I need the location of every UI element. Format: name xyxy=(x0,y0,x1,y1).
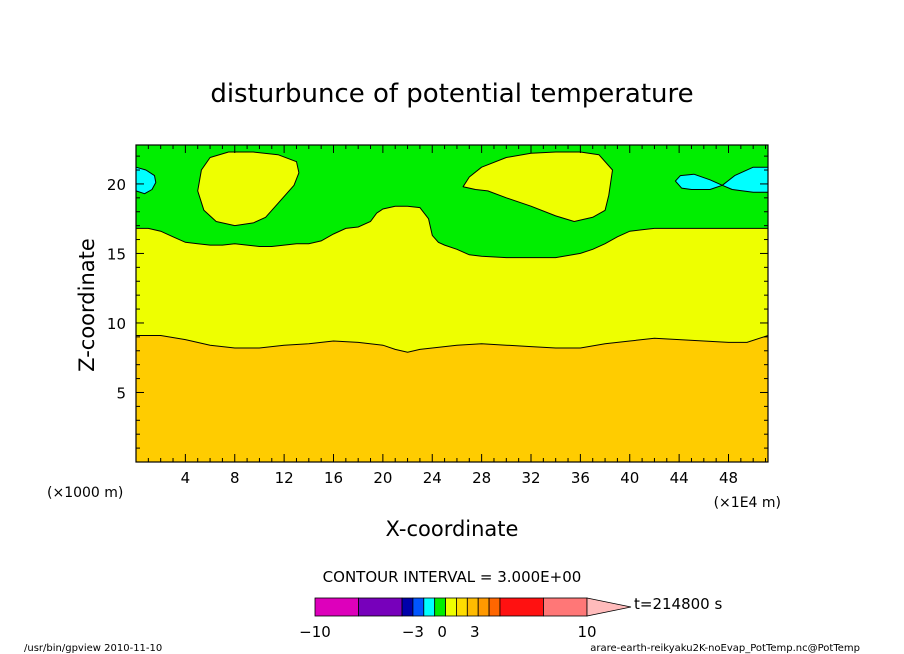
plot-area xyxy=(135,144,769,463)
y-tick-label: 10 xyxy=(107,315,126,333)
x-tick-label: 20 xyxy=(373,469,392,487)
footer-left: /usr/bin/gpview 2010-11-10 xyxy=(24,643,162,654)
contour-interval-label: CONTOUR INTERVAL = 3.000E+00 xyxy=(323,568,582,586)
contour-line-upper xyxy=(136,205,768,259)
colorbar-segment xyxy=(445,597,457,617)
contour-line-lower xyxy=(136,335,769,353)
y-tick-labels: 5 10 15 20 xyxy=(107,176,126,403)
colorbar xyxy=(314,597,632,617)
chart-title: disturbunce of potential temperature xyxy=(210,79,693,109)
x-tick-label: 8 xyxy=(230,469,240,487)
y-axis-label: Z-coordinate xyxy=(75,238,99,372)
x-tick-label: 4 xyxy=(181,469,191,487)
colorbar-tick-label: 10 xyxy=(577,623,596,641)
footer-right: arare-earth-reikyaku2K-noEvap_PotTemp.nc… xyxy=(590,643,860,654)
x-tick-label: 12 xyxy=(275,469,294,487)
colorbar-segment xyxy=(456,597,468,617)
x-tick-label: 16 xyxy=(324,469,343,487)
colorbar-tick-label: 3 xyxy=(470,623,480,641)
x-unit-left: (×1000 m) xyxy=(47,485,123,501)
colorbar-tick-label: 0 xyxy=(437,623,447,641)
yellow-cell-2 xyxy=(462,151,613,222)
colorbar-segment xyxy=(499,597,544,617)
colorbar-segment xyxy=(314,597,359,617)
x-tick-label: 24 xyxy=(423,469,442,487)
x-unit-right: (×1E4 m) xyxy=(714,495,781,511)
colorbar-segment xyxy=(423,597,436,617)
colorbar-tick-label: −3 xyxy=(402,623,424,641)
cyan-cell-1 xyxy=(135,166,157,195)
time-label: t=214800 s xyxy=(634,595,722,613)
x-tick-label: 32 xyxy=(521,469,540,487)
colorbar-tick-label: −10 xyxy=(299,623,331,641)
y-tick-label: 15 xyxy=(107,245,126,263)
contour-cells xyxy=(135,151,769,227)
colorbar-segment xyxy=(477,597,490,617)
colorbar-segment xyxy=(466,597,479,617)
axis-ticks xyxy=(136,145,768,462)
colorbar-segment xyxy=(412,597,425,617)
plot-frame xyxy=(135,144,769,463)
colorbar-segment xyxy=(543,597,588,617)
x-tick-label: 44 xyxy=(670,469,689,487)
yellow-cell-1 xyxy=(197,151,300,227)
x-axis-label: X-coordinate xyxy=(386,517,519,541)
colorbar-arrow xyxy=(586,597,632,617)
x-tick-label: 48 xyxy=(719,469,738,487)
x-tick-label: 36 xyxy=(571,469,590,487)
colorbar-segment xyxy=(488,597,501,617)
colorbar-tick-labels: −10 −3 0 3 10 xyxy=(299,623,596,641)
colorbar-segment xyxy=(434,597,446,617)
colorbar-segment xyxy=(401,597,414,617)
x-tick-labels: 4 8 12 16 20 24 28 32 36 40 44 48 xyxy=(181,469,738,487)
colorbar-segment xyxy=(358,597,403,617)
region-middle xyxy=(136,206,768,353)
x-tick-label: 28 xyxy=(472,469,491,487)
x-tick-label: 40 xyxy=(620,469,639,487)
region-bottom xyxy=(136,335,768,462)
y-tick-label: 20 xyxy=(107,176,126,194)
y-tick-label: 5 xyxy=(116,384,126,402)
